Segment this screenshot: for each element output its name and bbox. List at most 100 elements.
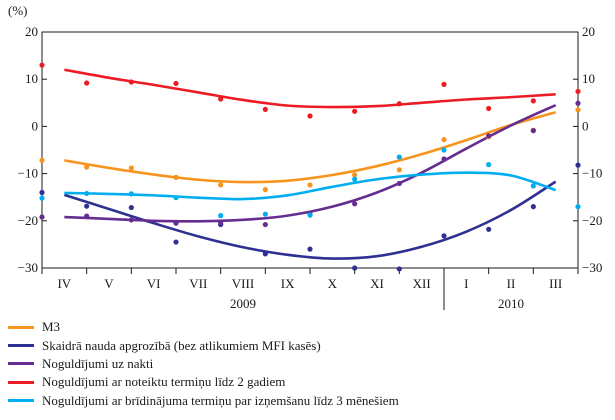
data-point-2 [39,214,45,220]
data-point-1 [396,266,402,272]
data-point-1 [307,246,313,252]
data-point-2 [352,201,358,207]
data-points [39,62,581,272]
data-point-2 [396,180,402,187]
y-tick-label-right: 20 [582,24,595,39]
legend-item: Noguldījumi uz nakti [8,355,399,373]
data-point-4 [262,211,268,217]
data-point-0 [39,157,45,163]
data-point-2 [575,100,581,106]
data-point-4 [173,195,179,201]
x-tick-label: XI [370,276,384,291]
trend-line-0 [64,110,557,184]
data-point-2 [441,156,447,162]
data-point-3 [441,81,447,87]
plot-frame [41,31,579,269]
year-label: 2009 [230,296,256,311]
data-point-2 [218,220,224,226]
y-tick-label-left: 10 [25,71,38,86]
data-point-4 [84,190,90,197]
data-point-3 [262,106,268,113]
legend-item: M3 [8,318,399,336]
y-tick-label-left: 20 [25,24,38,39]
legend-swatch [8,344,34,348]
legend-label: Noguldījumi uz nakti [42,355,154,371]
legend-label: M3 [42,319,61,335]
y-tick-label-right: −20 [582,213,602,228]
data-point-4 [441,147,447,153]
x-tick-label: IV [57,276,71,291]
data-point-2 [262,221,268,228]
data-point-0 [128,165,134,171]
data-point-4 [218,213,224,219]
legend-label: Noguldījumi ar brīdinājuma termiņu par i… [42,392,399,408]
trend-line-4 [64,171,557,201]
data-point-3 [173,80,179,87]
legend-swatch [8,362,34,366]
legend-item: Noguldījumi ar noteiktu termiņu līdz 2 g… [8,373,399,391]
chart-legend: M3 Skaidrā nauda apgrozībā (bez atlikumie… [8,318,399,410]
data-point-0 [84,164,90,170]
data-point-4 [530,183,536,189]
x-tick-label: XII [413,276,431,291]
data-point-1 [486,226,492,232]
y-axis-unit-label: (%) [8,3,28,18]
data-point-0 [352,172,358,178]
data-point-2 [128,217,134,223]
y-tick-label-left: −30 [18,260,38,275]
data-point-1 [352,265,358,271]
data-point-3 [352,108,358,114]
y-tick-label-right: −30 [582,260,602,275]
data-point-3 [486,105,492,112]
data-point-1 [441,233,447,239]
x-tick-label: VIII [232,276,254,291]
trend-line-1 [63,180,557,260]
y-tick-label-right: 0 [582,118,589,133]
trend-line-2 [64,103,557,223]
year-label: 2010 [498,296,524,311]
data-point-0 [441,137,447,143]
data-point-1 [173,239,179,245]
data-point-4 [128,191,134,197]
y-tick-label-left: −20 [18,213,38,228]
data-point-2 [173,220,179,226]
data-point-1 [530,204,536,210]
data-point-4 [486,162,492,168]
data-point-3 [128,79,134,85]
data-point-0 [218,182,224,188]
data-point-3 [307,113,313,119]
data-point-2 [486,133,492,139]
legend-item: Noguldījumi ar brīdinājuma termiņu par i… [8,392,399,410]
x-tick-label: II [507,276,516,291]
data-point-2 [530,128,536,134]
data-point-3 [530,98,536,104]
data-point-4 [39,195,45,201]
x-tick-label: I [464,276,468,291]
data-point-0 [307,182,313,188]
data-point-4 [352,176,358,182]
data-point-3 [84,80,90,86]
data-point-0 [262,187,268,193]
data-point-0 [575,107,581,113]
data-point-3 [396,101,402,107]
data-point-3 [39,62,45,68]
x-tick-label: VI [147,276,161,291]
legend-label: Noguldījumi ar noteiktu termiņu līdz 2 g… [42,374,286,390]
legend-swatch [8,325,34,329]
x-tick-label: VII [189,276,207,291]
data-point-0 [173,174,179,180]
y-tick-label-right: 10 [582,71,595,86]
legend-item: Skaidrā nauda apgrozībā (bez atlikumiem … [8,336,399,354]
x-tick-label: V [104,276,114,291]
trend-lines [63,68,557,260]
y-tick-label-left: 0 [32,118,39,133]
data-point-0 [396,167,402,173]
legend-swatch [8,399,34,403]
legend-swatch [8,380,34,384]
x-tick-label: IX [281,276,295,291]
trend-line-3 [64,68,556,109]
data-point-3 [218,96,224,102]
x-tick-label: III [549,276,562,291]
